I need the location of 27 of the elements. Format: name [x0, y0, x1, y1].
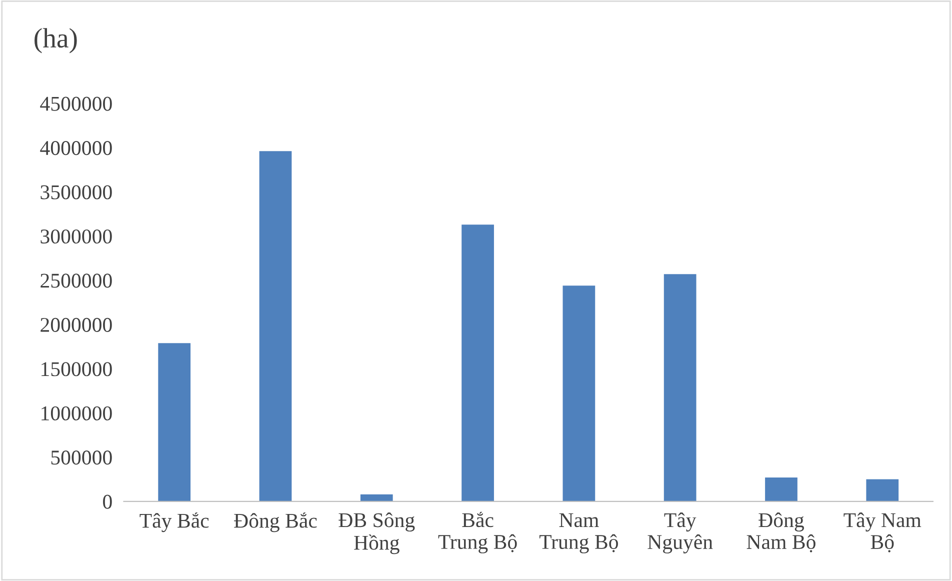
- x-tick-label: Tây Bắc: [140, 512, 209, 532]
- bar: [158, 343, 191, 502]
- bar: [664, 274, 696, 502]
- bar: [866, 479, 899, 502]
- y-tick-label: 2000000: [40, 318, 112, 332]
- y-tick-label: 1000000: [42, 406, 112, 420]
- bar: [462, 224, 494, 502]
- x-tick-label: Tây Nguyên: [648, 512, 713, 554]
- x-tick-label: Bắc Trung Bộ: [438, 512, 517, 554]
- x-tick-label: Nam Trung Bộ: [539, 513, 618, 554]
- bar: [765, 478, 798, 502]
- y-tick-label: 3500000: [40, 185, 112, 200]
- y-tick-label: 3000000: [40, 229, 112, 244]
- x-tick-label: Tây Nam Bộ: [844, 512, 922, 552]
- y-tick-label: 4000000: [40, 141, 112, 156]
- bar: [360, 494, 393, 502]
- y-axis-title: (ha): [34, 28, 77, 54]
- x-tick-label: ĐB Sông Hồng: [338, 512, 415, 554]
- bar: [562, 286, 596, 502]
- x-tick-label: Đông Nam Bộ: [746, 512, 816, 552]
- x-tick-label: Đông Bắc: [234, 512, 317, 532]
- y-tick-label: 2500000: [40, 274, 112, 288]
- y-tick-label: 1500000: [42, 362, 112, 376]
- y-tick-label: 4500000: [40, 96, 112, 111]
- y-tick-label: 0: [103, 494, 112, 509]
- bar: [259, 151, 292, 502]
- y-tick-label: 500000: [51, 450, 112, 465]
